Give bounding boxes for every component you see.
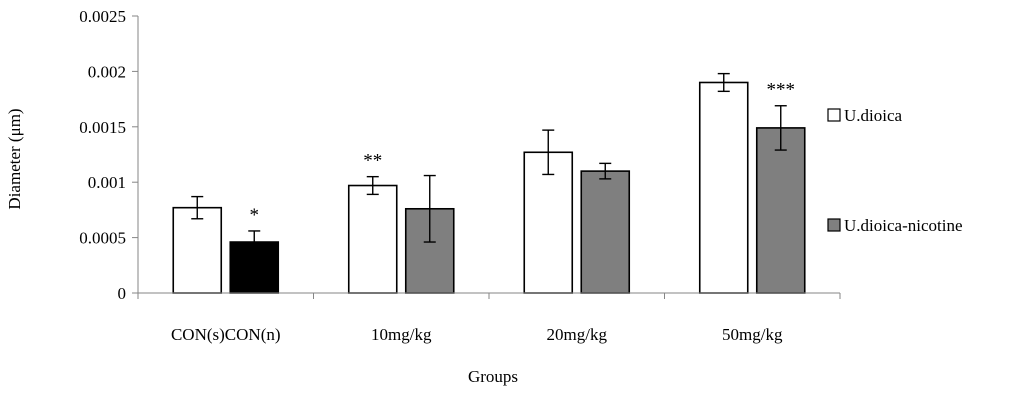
- legend-label: U.dioica: [844, 106, 903, 125]
- bars: [172, 81, 806, 294]
- y-tick-label: 0.002: [88, 62, 126, 81]
- category-label: 20mg/kg: [547, 325, 608, 344]
- legend: U.dioica U.dioica-nicotine: [827, 106, 963, 235]
- category-labels: CON(s)CON(n) 10mg/kg 20mg/kg 50mg/kg: [171, 325, 783, 344]
- error-bars: [191, 72, 787, 254]
- bar-u-dioica-nicotine: [580, 170, 631, 294]
- significance-annotations: ******: [250, 80, 796, 226]
- category-label: 50mg/kg: [722, 325, 783, 344]
- bar-u-dioica: [698, 81, 749, 294]
- x-axis-ticks: [137, 293, 841, 299]
- legend-swatch: [827, 108, 841, 122]
- y-tick-label: 0.0025: [79, 7, 126, 26]
- y-axis-ticks: 0 0.0005 0.001 0.0015 0.002 0.0025: [79, 7, 138, 303]
- significance-marker: ***: [767, 80, 796, 101]
- bar-u-dioica: [347, 184, 398, 294]
- y-tick-label: 0.001: [88, 173, 126, 192]
- bar-u-dioica: [172, 206, 223, 294]
- y-tick-label: 0.0005: [79, 229, 126, 248]
- y-axis-title: Diameter (μm): [5, 108, 24, 209]
- legend-label: U.dioica-nicotine: [844, 216, 963, 235]
- category-label: CON(s)CON(n): [171, 325, 281, 344]
- x-axis-title: Groups: [468, 367, 518, 386]
- y-tick-label: 0: [118, 284, 127, 303]
- significance-marker: *: [250, 205, 260, 226]
- legend-swatch: [827, 218, 841, 232]
- significance-marker: **: [363, 151, 382, 172]
- category-label: 10mg/kg: [371, 325, 432, 344]
- y-tick-label: 0.0015: [79, 118, 126, 137]
- bar-u-dioica-nicotine: [755, 127, 806, 294]
